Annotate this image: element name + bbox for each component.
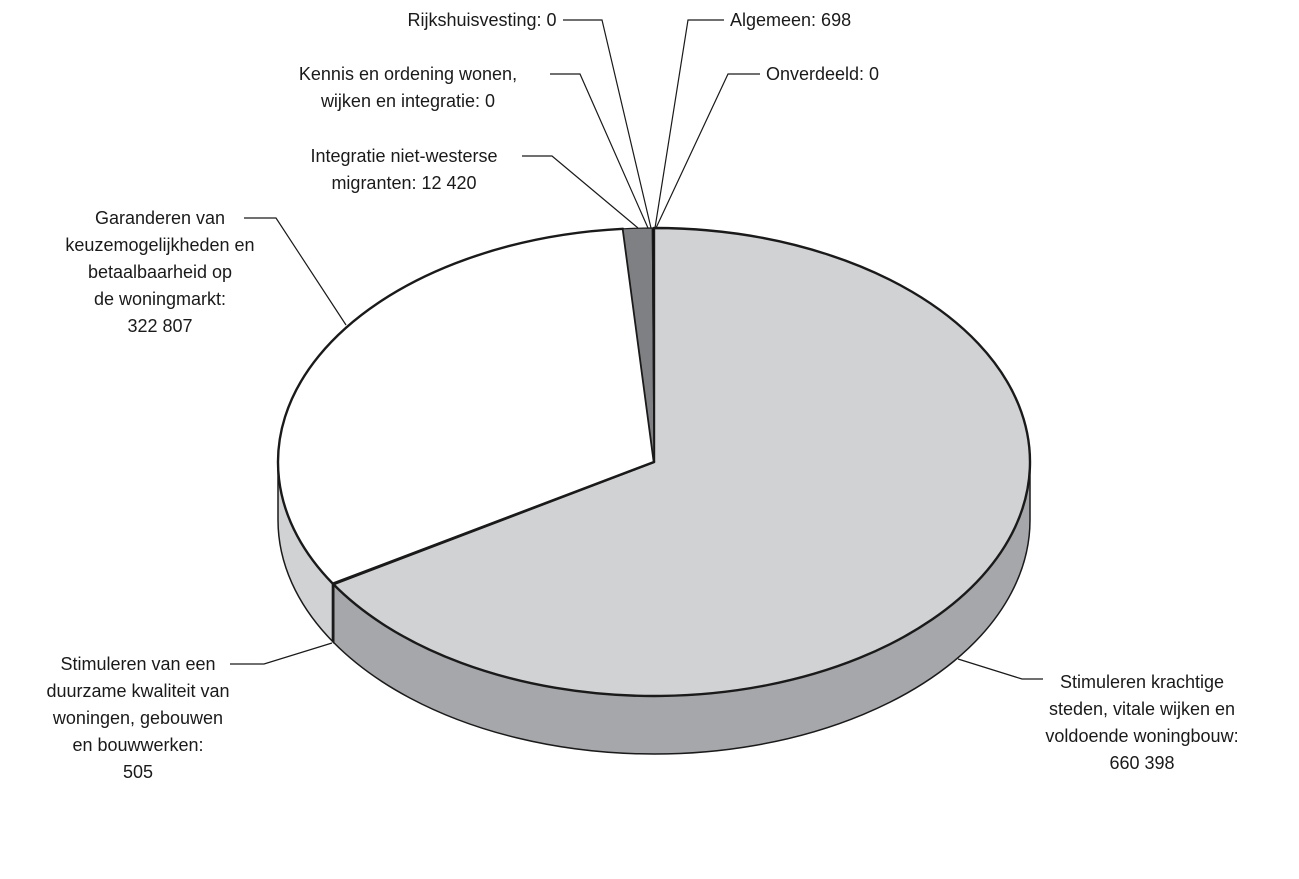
label-kennis_en_ordening: Kennis en ordening wonen, wijken en integ…	[299, 64, 517, 111]
label-stimuleren_duurzame_kwaliteit: Stimuleren van een duurzame kwaliteit van…	[46, 654, 229, 782]
slice-garanderen_keuzemogelijkheden	[276, 227, 656, 585]
label-line: Algemeen: 698	[730, 10, 851, 30]
label-line: 505	[123, 762, 153, 782]
leader-algemeen	[654, 19, 724, 229]
label-line: Kennis en ordening wonen,	[299, 64, 517, 84]
label-line: wijken en integratie: 0	[320, 91, 495, 111]
slice-labels: Stimuleren krachtige steden, vitale wijke…	[46, 10, 1238, 782]
label-line: voldoende woningbouw:	[1045, 726, 1238, 746]
label-line: Integratie niet-westerse	[310, 146, 497, 166]
label-line: Onverdeeld: 0	[766, 64, 879, 84]
label-line: de woningmarkt:	[94, 289, 226, 309]
leader-onverdeeld	[655, 73, 760, 229]
label-line: woningen, gebouwen	[52, 708, 223, 728]
label-line: 322 807	[127, 316, 192, 336]
leader-stimuleren_krachtige_steden	[957, 658, 1043, 680]
label-line: Rijkshuisvesting: 0	[407, 10, 556, 30]
label-integratie_niet_westerse: Integratie niet-westerse migranten: 12 42…	[310, 146, 497, 193]
label-algemeen: Algemeen: 698	[730, 10, 851, 30]
pie-top	[276, 226, 1032, 698]
label-line: duurzame kwaliteit van	[46, 681, 229, 701]
leader-stimuleren_duurzame_kwaliteit	[230, 642, 333, 665]
leader-kennis_en_ordening	[550, 73, 649, 229]
label-line: betaalbaarheid op	[88, 262, 232, 282]
label-line: steden, vitale wijken en	[1049, 699, 1235, 719]
label-stimuleren_krachtige_steden: Stimuleren krachtige steden, vitale wijke…	[1045, 672, 1238, 773]
label-line: Stimuleren krachtige	[1060, 672, 1224, 692]
label-line: 660 398	[1109, 753, 1174, 773]
leader-lines	[230, 19, 1043, 680]
label-onverdeeld: Onverdeeld: 0	[766, 64, 879, 84]
slice-stimuleren_krachtige_steden	[332, 226, 1032, 698]
slice-algemeen	[651, 227, 655, 463]
label-rijkshuisvesting: Rijkshuisvesting: 0	[407, 10, 556, 30]
leader-rijkshuisvesting	[563, 19, 652, 229]
leader-garanderen_keuzemogelijkheden	[244, 217, 347, 326]
label-line: migranten: 12 420	[331, 173, 476, 193]
label-line: Garanderen van	[95, 208, 225, 228]
leader-integratie_niet_westerse	[522, 155, 639, 229]
label-garanderen_keuzemogelijkheden: Garanderen van keuzemogelijkheden en betaa…	[65, 208, 254, 336]
label-line: Stimuleren van een	[60, 654, 215, 674]
label-line: keuzemogelijkheden en	[65, 235, 254, 255]
label-line: en bouwwerken:	[72, 735, 203, 755]
